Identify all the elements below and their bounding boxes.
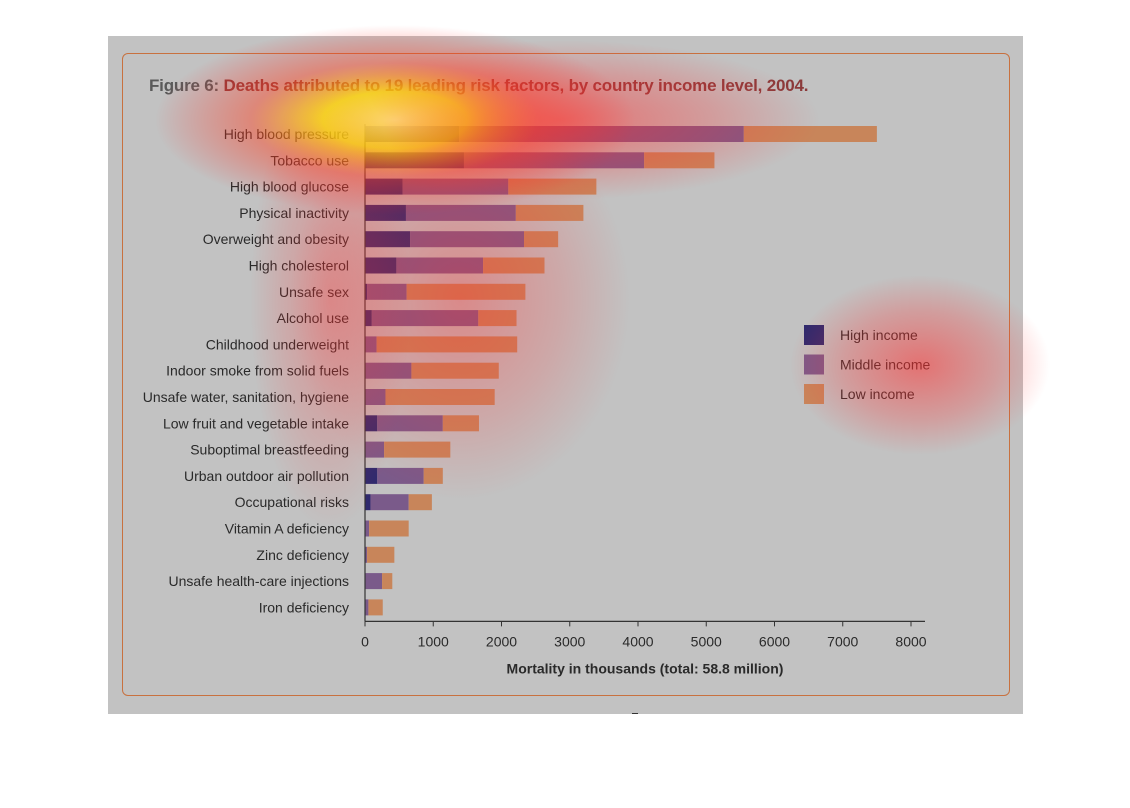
x-tick-label: 0 [361,633,369,649]
x-tick-label: 8000 [895,633,926,649]
bar-segment-low-income [384,441,451,458]
bar-segment-high-income [365,178,403,195]
bar-segment-middle-income [365,573,383,590]
category-label: Unsafe sex [279,284,349,300]
bar-segment-middle-income [370,494,409,511]
category-label: Zinc deficiency [256,547,349,563]
bar-segment-low-income [442,415,479,432]
category-label: Occupational risks [235,494,349,510]
bar-segment-middle-income [402,178,509,195]
x-tick-label: 1000 [418,633,449,649]
bar-segment-middle-income [463,152,645,169]
legend-swatch [804,354,824,375]
category-label: Alcohol use [277,310,350,326]
bar-segment-middle-income [377,415,443,432]
bar-segment-middle-income [405,204,516,221]
category-label: High blood glucose [230,179,349,195]
category-label: Vitamin A deficiency [225,521,349,537]
bar-segment-middle-income [365,441,385,458]
category-label: Unsafe health-care injections [168,573,349,589]
bar-segment-low-income [423,467,443,484]
bar-segment-low-income [478,310,517,327]
x-tick-label: 4000 [622,633,653,649]
category-label: Iron deficiency [259,599,349,615]
bar-segment-low-income [644,152,715,169]
legend-label: High income [840,327,918,343]
legend-swatch [804,384,824,404]
bar-segment-low-income [376,336,518,353]
bar-segment-middle-income [377,467,424,484]
category-label: High cholesterol [249,258,349,274]
category-label: Childhood underweight [206,336,349,352]
bar-segment-middle-income [410,231,525,248]
bar-segment-high-income [365,126,460,142]
bar-segment-middle-income [365,520,370,537]
x-tick-label: 3000 [554,633,585,649]
category-label: Unsafe water, sanitation, hygiene [143,389,349,405]
category-label: High blood pressure [224,126,350,142]
bar-segment-high-income [365,494,371,511]
bar-segment-low-income [408,494,432,511]
bar-segment-low-income [483,257,545,274]
category-label: Indoor smoke from solid fuels [166,363,349,379]
x-tick-label: 6000 [759,633,790,649]
legend-swatch [804,325,824,345]
bar-segment-middle-income [459,126,744,142]
bar-segment-low-income [743,126,877,142]
bar-segment-middle-income [365,599,369,616]
bar-segment-middle-income [365,362,412,379]
bar-segment-middle-income [365,389,386,405]
legend-label: Low income [840,386,915,402]
bar-segment-low-income [368,599,383,616]
bar-segment-high-income [365,231,411,248]
bar-segment-low-income [524,231,559,248]
bar-segment-low-income [385,389,495,405]
legend-label: Middle income [840,357,930,373]
bar-segment-high-income [365,204,406,221]
x-tick-label: 7000 [827,633,858,649]
bar-segment-high-income [365,152,464,169]
category-label: Suboptimal breastfeeding [190,442,349,458]
bar-segment-high-income [365,467,378,484]
bar-segment-low-income [382,573,393,590]
scroll-marker [632,713,638,714]
bar-segment-high-income [365,257,397,274]
category-label: Tobacco use [270,152,349,168]
bar-segment-low-income [508,178,597,195]
x-tick-label: 2000 [486,633,517,649]
bar-segment-middle-income [367,283,407,300]
bar-segment-low-income [406,283,526,300]
bar-segment-high-income [365,310,372,327]
category-label: Urban outdoor air pollution [184,468,349,484]
category-label: Low fruit and vegetable intake [163,415,349,431]
x-axis-title: Mortality in thousands (total: 58.8 mill… [507,660,784,676]
bar-segment-high-income [365,415,378,432]
bar-segment-low-income [367,546,395,563]
bar-segment-low-income [369,520,409,537]
bar-segment-middle-income [365,336,377,353]
x-tick-label: 5000 [691,633,722,649]
bar-segment-low-income [515,204,584,221]
bar-segment-middle-income [371,310,479,327]
category-label: Physical inactivity [239,205,349,221]
bar-segment-middle-income [365,546,368,563]
category-label: Overweight and obesity [203,231,349,247]
bar-segment-low-income [411,362,499,379]
bar-segment-middle-income [396,257,484,274]
